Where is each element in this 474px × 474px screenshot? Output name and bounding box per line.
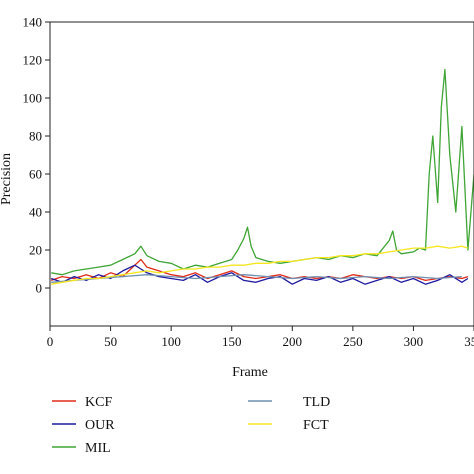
y-axis-title: Precision [0, 153, 14, 205]
y-tick-label: 100 [23, 91, 43, 106]
x-tick-label: 50 [104, 334, 117, 349]
series-layer [50, 68, 474, 285]
y-tick-label: 80 [29, 129, 42, 144]
y-tick-label: 60 [29, 167, 42, 182]
legend-label-our: OUR [85, 418, 115, 433]
x-tick-label: 150 [222, 334, 242, 349]
y-tick-label: 140 [23, 15, 43, 30]
y-tick-label: 0 [36, 281, 43, 296]
series-line-our [50, 264, 469, 285]
x-tick-label: 300 [404, 334, 424, 349]
legend: KCF OUR MIL TLD FCT [52, 395, 330, 456]
x-tick-label: 100 [161, 334, 181, 349]
legend-label-kcf: KCF [85, 395, 112, 410]
y-axis: 0 20 40 60 80 100 120 140 [23, 15, 50, 296]
x-tick-label: 250 [343, 334, 363, 349]
y-tick-label: 40 [29, 205, 42, 220]
series-line-fct [51, 245, 469, 285]
x-tick-label: 200 [283, 334, 303, 349]
series-line-tld [51, 274, 462, 283]
y-tick-label: 120 [23, 53, 43, 68]
x-tick-label: 350 [464, 334, 474, 349]
x-axis-title: Frame [232, 365, 268, 380]
legend-label-tld: TLD [303, 395, 330, 410]
x-tick-label: 0 [47, 334, 54, 349]
legend-label-fct: FCT [303, 418, 329, 433]
legend-label-mil: MIL [85, 441, 111, 456]
y-tick-label: 20 [29, 243, 42, 258]
x-axis: 0 50 100 150 200 250 300 350 [47, 326, 474, 349]
